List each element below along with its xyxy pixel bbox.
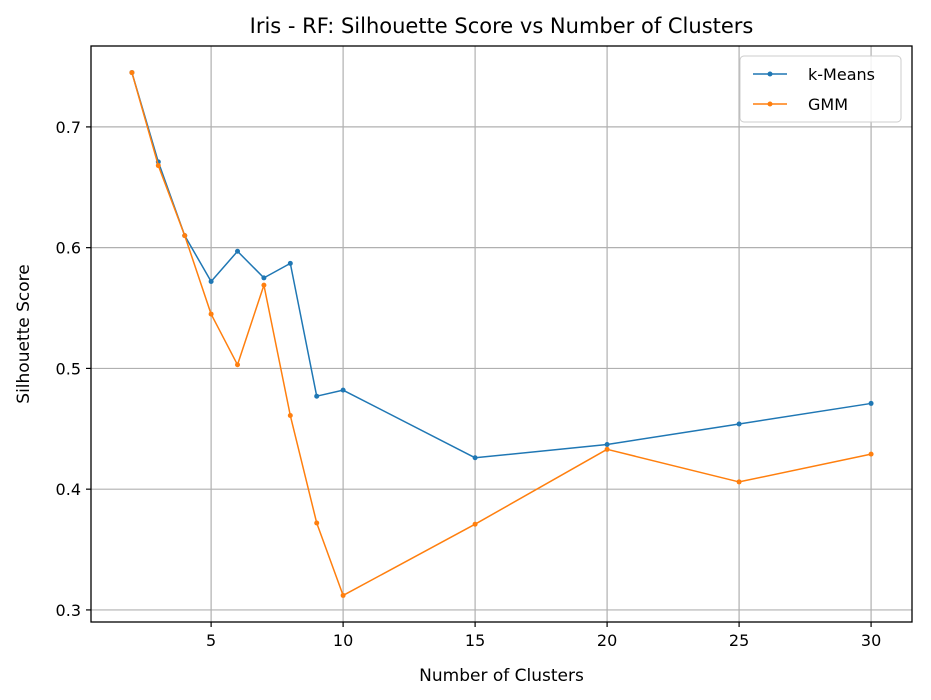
data-point-gmm <box>736 479 742 485</box>
legend: k-Means GMM <box>739 55 902 123</box>
x-tick-label: 10 <box>333 631 353 650</box>
data-point-k-means <box>868 400 874 406</box>
data-point-k-means <box>472 455 478 461</box>
data-point-k-means <box>235 248 241 254</box>
series-line-gmm <box>131 72 872 597</box>
legend-box <box>739 55 902 123</box>
x-tick-label: 30 <box>861 631 881 650</box>
y-tick-label: 0.4 <box>56 480 81 499</box>
y-tick-label: 0.6 <box>56 239 81 258</box>
data-point-gmm <box>314 520 320 526</box>
plot-series <box>129 70 874 598</box>
data-point-gmm <box>261 282 267 288</box>
series-line-k-means <box>131 72 872 459</box>
legend-gmm-label: GMM <box>808 95 848 114</box>
legend-kmeans-marker <box>767 71 773 77</box>
data-point-k-means <box>208 278 214 284</box>
y-tick-label: 0.3 <box>56 601 81 620</box>
data-point-gmm <box>208 311 214 317</box>
plot-frame <box>90 45 913 623</box>
x-tick-label: 15 <box>465 631 485 650</box>
x-tick-label: 20 <box>597 631 617 650</box>
data-point-gmm <box>287 413 293 419</box>
data-point-gmm <box>340 592 346 598</box>
data-point-k-means <box>287 260 293 266</box>
data-point-k-means <box>314 393 320 399</box>
data-point-gmm <box>155 163 161 169</box>
y-tick-label: 0.5 <box>56 359 81 378</box>
y-axis-label: Silhouette Score <box>14 264 34 403</box>
x-tick-label: 5 <box>206 631 216 650</box>
data-point-gmm <box>868 451 874 457</box>
y-tick-label: 0.7 <box>56 118 81 137</box>
x-tick-label: 25 <box>729 631 749 650</box>
data-point-gmm <box>129 70 135 76</box>
chart-title: Iris - RF: Silhouette Score vs Number of… <box>250 14 754 38</box>
data-point-k-means <box>604 441 610 447</box>
data-point-gmm <box>235 362 241 368</box>
data-point-k-means <box>261 275 267 281</box>
legend-gmm-marker <box>767 101 773 107</box>
data-point-gmm <box>182 233 188 239</box>
data-point-gmm <box>604 446 610 452</box>
legend-kmeans-label: k-Means <box>808 65 875 84</box>
grid <box>91 46 912 622</box>
x-axis-label: Number of Clusters <box>419 666 584 686</box>
data-point-k-means <box>340 387 346 393</box>
x-axis-ticks: 5 10 15 20 25 30 <box>206 622 881 650</box>
data-point-gmm <box>472 521 478 527</box>
data-point-k-means <box>736 421 742 427</box>
y-axis-ticks: 0.3 0.4 0.5 0.6 0.7 <box>56 118 91 620</box>
